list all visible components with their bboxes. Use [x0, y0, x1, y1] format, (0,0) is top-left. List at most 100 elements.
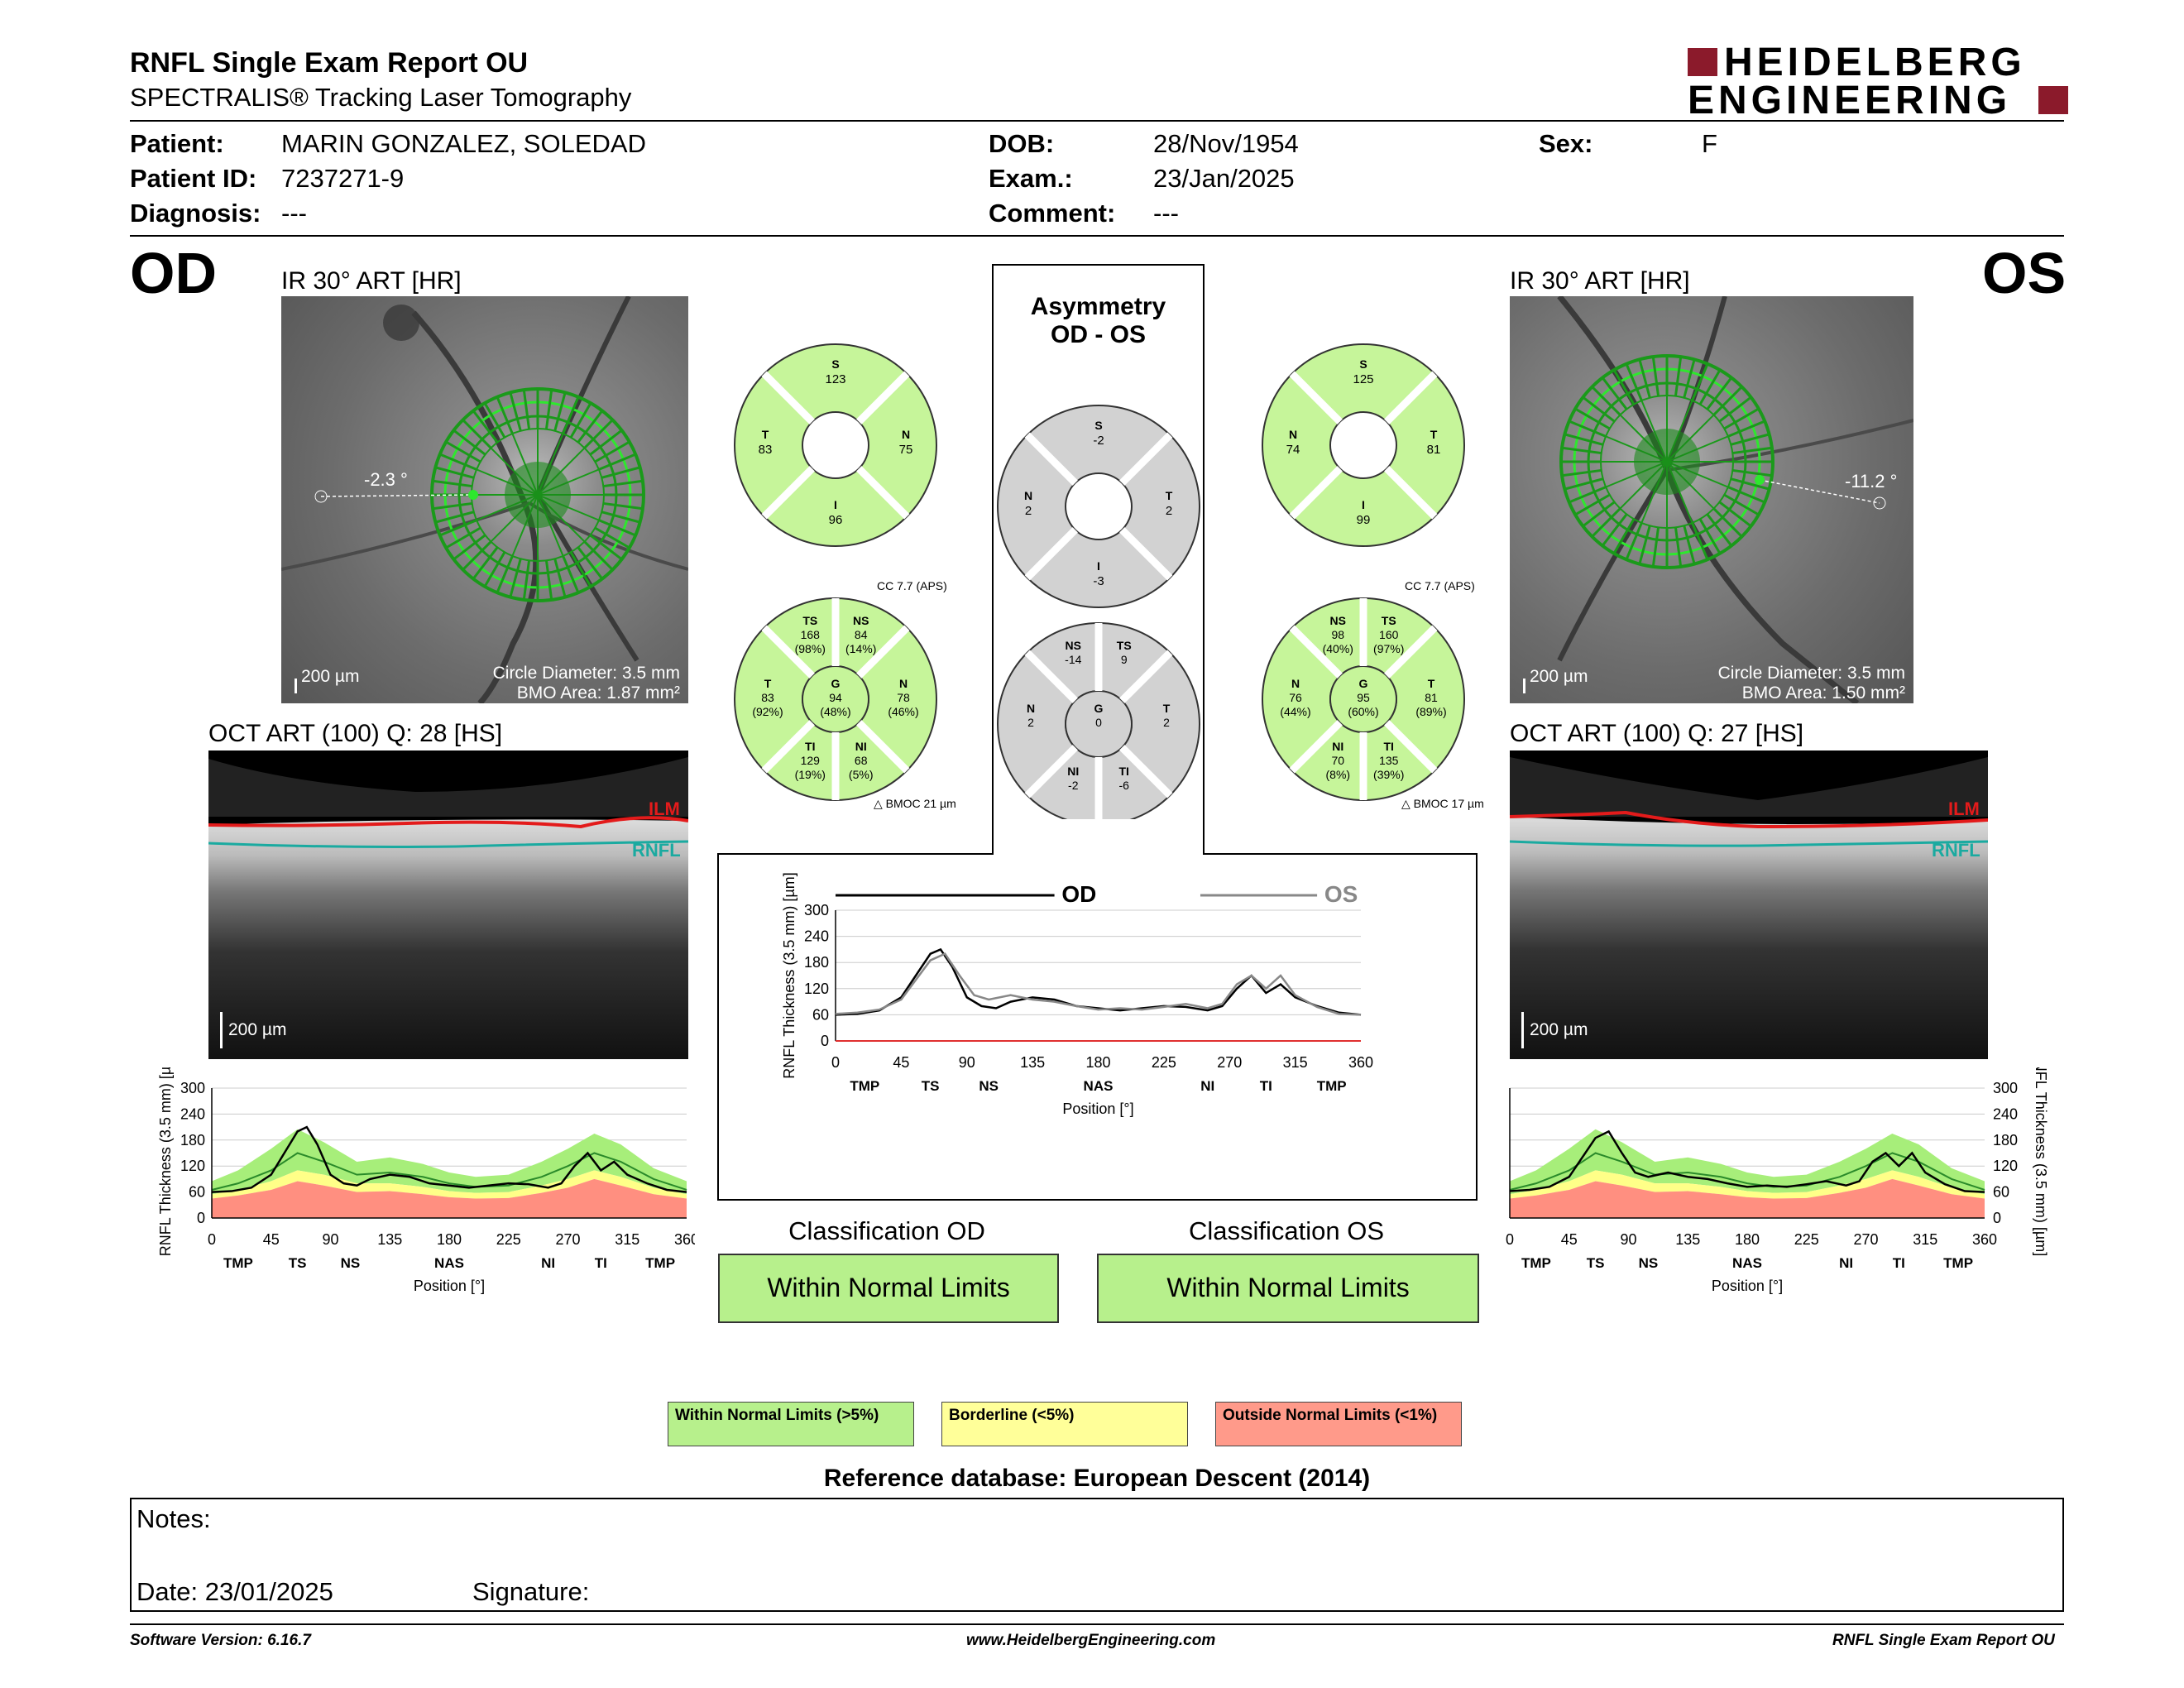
od-radial-spokes: [432, 389, 644, 601]
scan-spoke: [509, 391, 522, 432]
scan-spoke: [553, 391, 567, 432]
sex-value: F: [1702, 129, 1717, 158]
scan-spoke: [445, 526, 481, 549]
normative-mean-line: [211, 1152, 687, 1191]
os-oct-image[interactable]: ILM RNFL 200 µm: [1510, 750, 1988, 1059]
x-tick-label: 315: [1913, 1231, 1937, 1248]
x-tick-label: 315: [1283, 1054, 1308, 1071]
logo-square-top: [1688, 48, 1717, 76]
scan-spoke: [577, 410, 604, 444]
scan-spoke: [601, 466, 641, 479]
x-tick-label: 90: [959, 1054, 975, 1071]
os-sector-s-name: S: [1359, 357, 1367, 371]
scan-spoke: [598, 453, 636, 471]
asym-sector-ti-name: TI: [1118, 765, 1128, 778]
od-oct-scale-bar: [220, 1012, 223, 1048]
os-sector-t-percentile: (89%): [1415, 705, 1446, 718]
x-tick-label: 45: [893, 1054, 909, 1071]
asym-sector-ts-value: 9: [1121, 653, 1128, 666]
od-sector-ti-name: TI: [805, 740, 815, 753]
y-tick-label: 60: [189, 1184, 205, 1201]
od-sector-g-value: 94: [829, 691, 842, 704]
sector-divider: [1024, 650, 1078, 703]
reference-database: Reference database: European Descent (20…: [823, 1465, 1371, 1492]
sector-divider: [1119, 527, 1173, 581]
scan-spoke: [1582, 396, 1616, 423]
scan-spoke: [1564, 477, 1604, 491]
scan-spoke: [1601, 376, 1628, 410]
scan-spoke: [1706, 376, 1733, 410]
sector-divider: [1289, 625, 1343, 679]
scan-spoke: [1612, 518, 1636, 554]
od-sector-t-name: T: [764, 677, 772, 690]
od-sector-t-value: 83: [761, 691, 774, 704]
od-oct-svg: [208, 757, 688, 1059]
asym-sector-ti-value: -6: [1118, 779, 1129, 792]
series-line-os: [835, 952, 1362, 1016]
y-tick-label: 180: [804, 954, 829, 971]
sector-label: NS: [1639, 1255, 1659, 1271]
sector-divider: [1289, 371, 1343, 424]
legend-outside-normal: Outside Normal Limits (<1%): [1215, 1402, 1462, 1446]
comment-value: ---: [1153, 199, 1179, 228]
os-oct-scale-bar: [1521, 1012, 1524, 1048]
diagnosis-value: ---: [281, 199, 307, 228]
asym-sector-n-name: N: [1027, 702, 1035, 715]
os-bmoc-value: BMOC 17 µm: [1413, 797, 1484, 810]
legend-os-label: OS: [1324, 881, 1358, 907]
scan-spoke: [1727, 420, 1765, 438]
asym-quadrant-ring-hole: [1065, 472, 1133, 540]
sector-divider: [1384, 720, 1438, 774]
asym-sector-s-name: S: [1094, 419, 1102, 432]
x-tick-label: 225: [1152, 1054, 1176, 1071]
logo-text-top: HEIDELBERG: [1724, 41, 2026, 84]
scan-spoke: [1638, 525, 1651, 565]
od-sector-ns-value: 84: [855, 628, 868, 641]
dob-value: 28/Nov/1954: [1153, 129, 1299, 158]
od-sector-t-value: 83: [759, 443, 773, 457]
os-cc-label: CC 7.7 (APS): [1405, 579, 1475, 592]
os-sector-ns-value: 98: [1331, 628, 1344, 641]
sector-divider: [856, 720, 910, 774]
series-line-os: [1509, 1129, 1985, 1193]
website-link[interactable]: www.HeidelbergEngineering.com: [966, 1632, 1216, 1649]
scan-spoke: [432, 501, 472, 511]
y-tick-label: 240: [1993, 1105, 2018, 1122]
asym-sector-t-name: T: [1166, 489, 1173, 502]
x-tick-label: 45: [263, 1231, 280, 1248]
scan-spoke: [1712, 386, 1743, 416]
sector-divider: [1119, 745, 1173, 798]
sector-label: TI: [1260, 1078, 1272, 1094]
od-bmoc-value: BMOC 21 µm: [885, 797, 956, 810]
os-sector-n-name: N: [1289, 428, 1297, 441]
od-sector-ns-percentile: (14%): [845, 642, 876, 655]
os-oct-svg: [1510, 757, 1988, 1059]
logo-text-bottom: ENGINEERING: [1688, 79, 2012, 122]
od-sector-i-value: 96: [829, 513, 843, 527]
os-sector-ni-percentile: (8%): [1326, 768, 1351, 781]
scan-spoke: [1591, 507, 1621, 538]
od-bmo-area: BMO Area: 1.87 mm²: [516, 683, 680, 703]
scan-spoke: [472, 546, 499, 580]
notes-box[interactable]: Notes: Date: 23/01/2025 Signature:: [130, 1498, 2064, 1612]
exam-label: Exam.:: [989, 164, 1073, 193]
software-version: Software Version: 6.16.7: [130, 1632, 311, 1649]
os-fundus-image[interactable]: -11.2 ° 200 µm Circle Diameter: 3.5 mm B…: [1510, 296, 1913, 703]
sector-label: NAS: [434, 1255, 464, 1271]
scan-spoke: [1625, 363, 1643, 401]
scan-spoke: [1591, 386, 1621, 416]
comment-label: Comment:: [989, 199, 1116, 228]
od-fundus-image[interactable]: -2.3 ° 200 µm Circle Diameter: 3.5 mm BM…: [281, 296, 688, 703]
od-sector-ts-percentile: (98%): [795, 642, 826, 655]
scan-spoke: [453, 534, 486, 561]
scan-spoke: [434, 511, 475, 524]
report-subtitle: SPECTRALIS® Tracking Laser Tomography: [130, 83, 632, 112]
od-thickness-chart: 0 60 120 180 240 300 0 45 90 135 180 225 270 315 360 TM…: [157, 1067, 695, 1294]
patient-value: MARIN GONZALEZ, SOLEDAD: [281, 129, 646, 158]
x-tick-label: 0: [208, 1231, 216, 1248]
od-oct-image[interactable]: ILM RNFL 200 µm: [208, 750, 688, 1059]
od-angle: -2.3 °: [364, 469, 408, 490]
od-ir-scale-bar: [295, 679, 297, 693]
